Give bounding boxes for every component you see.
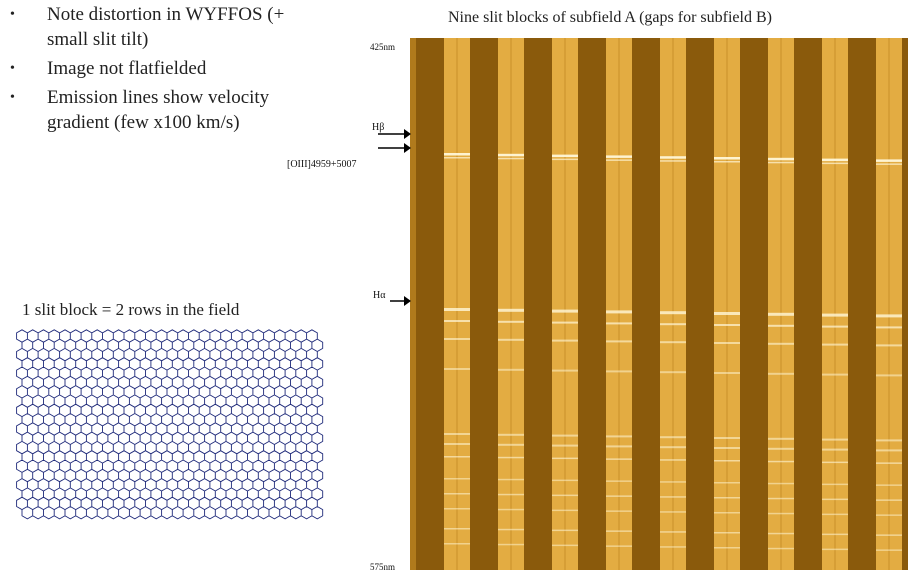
wavelength-top-label: 425nm bbox=[370, 42, 396, 52]
oiii-arrow-icon bbox=[378, 143, 411, 153]
hexagon-grid bbox=[16, 329, 324, 520]
slit-block bbox=[714, 38, 740, 570]
bullet-dot: • bbox=[10, 90, 15, 105]
hbeta-label: Hβ bbox=[372, 122, 385, 133]
slit-block-caption: 1 slit block = 2 rows in the field bbox=[22, 300, 240, 319]
oiii-label: [OIII]4959+5007 bbox=[287, 159, 357, 170]
bullet-item: • Image not flatfielded bbox=[10, 56, 310, 81]
slit-block bbox=[660, 38, 686, 570]
spectrum-title: Nine slit blocks of subfield A (gaps for… bbox=[448, 9, 772, 26]
bullet-item: • Emission lines show velocity gradient (… bbox=[10, 85, 310, 135]
slit-block bbox=[768, 38, 794, 570]
bullet-list: • Note distortion in WYFFOS (+ small slit… bbox=[10, 2, 310, 139]
wavelength-bottom-label: 575nm bbox=[370, 562, 396, 572]
halpha-label: Hα bbox=[373, 290, 386, 301]
slit-block bbox=[444, 38, 470, 570]
bullet-dot: • bbox=[10, 7, 15, 22]
bullet-item: • Note distortion in WYFFOS (+ small slit… bbox=[10, 2, 310, 52]
spectrum-image bbox=[410, 38, 908, 570]
halpha-arrow-icon bbox=[390, 296, 411, 306]
bullet-dot: • bbox=[10, 61, 15, 76]
bullet-text: Image not flatfielded bbox=[47, 58, 207, 79]
hbeta-arrow-icon bbox=[378, 129, 411, 139]
slit-block bbox=[498, 38, 524, 570]
slit-block bbox=[606, 38, 632, 570]
fibre-hexagon-field bbox=[16, 329, 324, 520]
slit-block bbox=[876, 38, 902, 570]
bullet-text: Emission lines show velocity gradient (f… bbox=[47, 87, 270, 133]
spectrum-edge bbox=[410, 38, 416, 570]
bullet-text: Note distortion in WYFFOS (+ small slit … bbox=[47, 4, 285, 50]
slit-block bbox=[552, 38, 578, 570]
slit-block bbox=[822, 38, 848, 570]
